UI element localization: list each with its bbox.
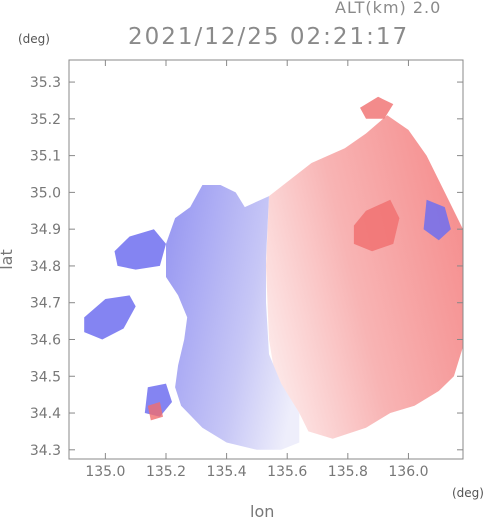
y-tick-label: 34.5	[30, 369, 61, 385]
y-tick-label: 34.4	[30, 406, 61, 422]
x-tick-label: 135.8	[328, 464, 368, 480]
altitude-label: ALT(km) 2.0	[335, 0, 442, 17]
positive-velocity-region	[147, 402, 163, 421]
negative-velocity-region	[114, 229, 166, 270]
negative-velocity-region	[423, 199, 451, 241]
y-tick-label: 34.3	[30, 443, 61, 459]
negative-velocity-region	[166, 185, 300, 450]
negative-velocity-region	[84, 295, 136, 340]
axis-ticks: 135.0 135.2 135.4 135.6 135.8 136.0 34.3 34.4 34…	[30, 60, 463, 480]
y-axis-unit: (deg)	[18, 32, 50, 46]
positive-velocity-region	[360, 96, 394, 119]
y-tick-label: 35.3	[30, 75, 61, 91]
x-tick-label: 135.0	[85, 464, 125, 480]
x-tick-label: 135.2	[146, 464, 186, 480]
x-tick-label: 136.0	[388, 464, 428, 480]
y-tick-label: 35.1	[30, 149, 61, 165]
y-tick-label: 34.9	[30, 222, 61, 238]
y-tick-label: 34.8	[30, 259, 61, 275]
x-axis-unit: (deg)	[452, 486, 484, 500]
datetime-title: 2021/12/25 02:21:17	[128, 24, 410, 50]
x-tick-label: 135.4	[207, 464, 247, 480]
y-tick-label: 34.6	[30, 332, 61, 348]
x-axis-label: lon	[250, 502, 275, 521]
positive-velocity-region	[266, 115, 463, 439]
y-tick-label: 34.7	[30, 296, 61, 312]
y-tick-label: 35.2	[30, 112, 61, 128]
y-tick-label: 35.0	[30, 185, 61, 201]
plot-frame	[68, 59, 464, 460]
velocity-regions	[84, 96, 463, 450]
positive-velocity-region	[353, 199, 400, 252]
x-tick-label: 135.6	[267, 464, 307, 480]
